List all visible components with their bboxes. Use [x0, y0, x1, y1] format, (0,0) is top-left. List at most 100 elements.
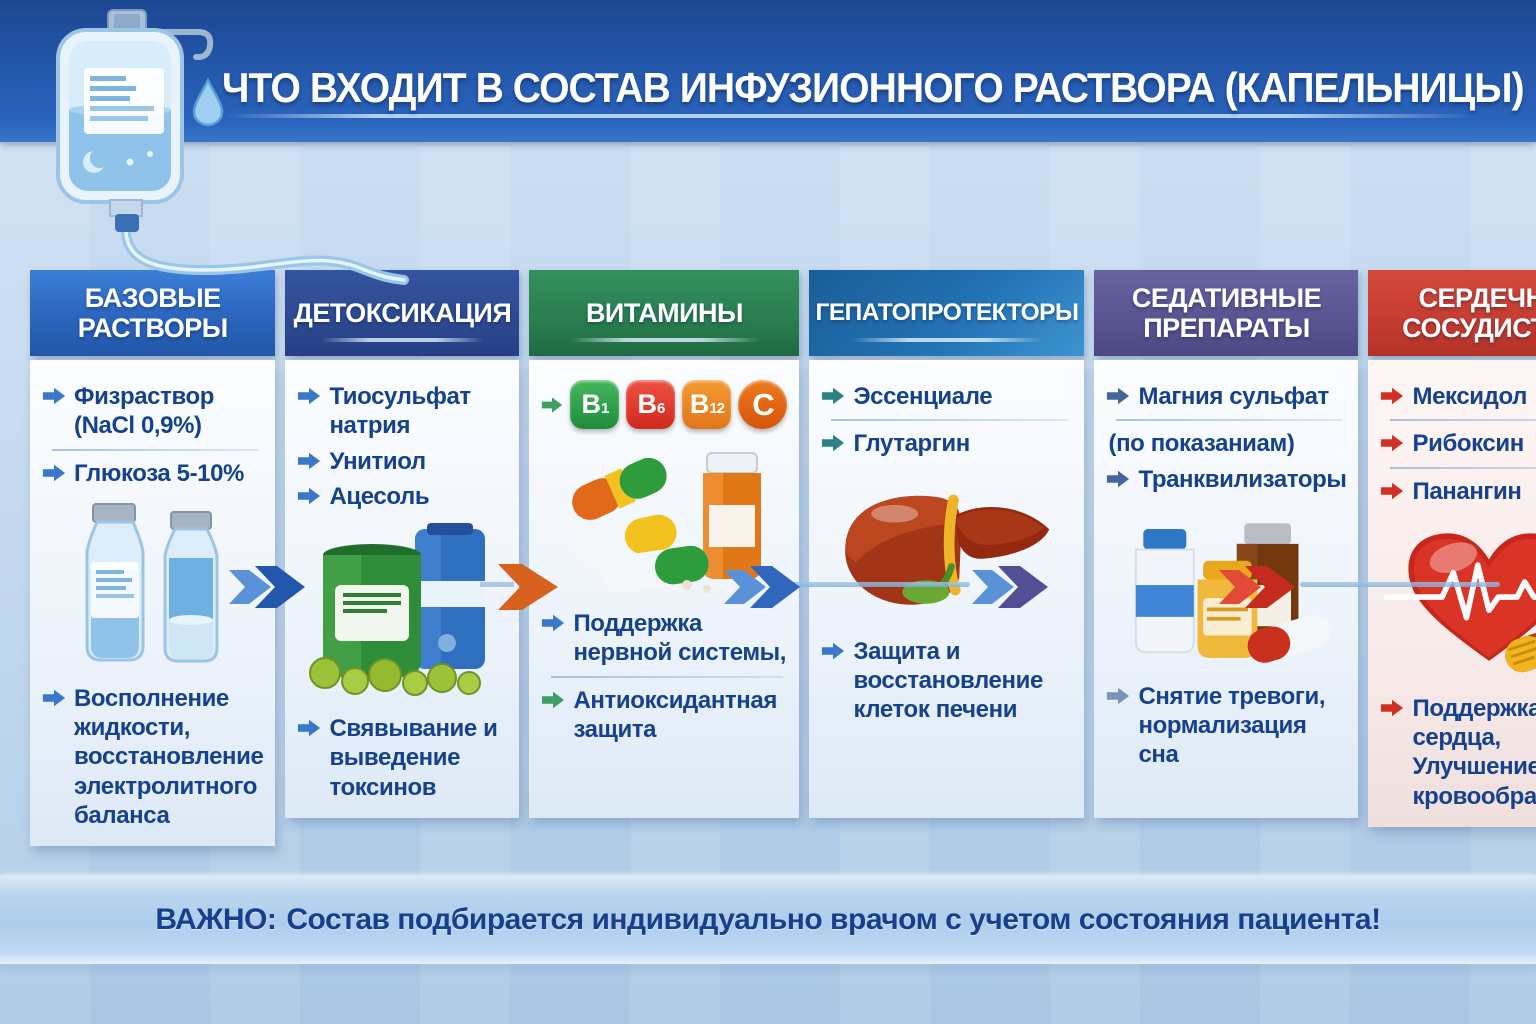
arrow-bullet-icon — [542, 614, 565, 632]
column-body: Тиосульфат натрия Унитиол Ацесоль — [285, 360, 520, 818]
arrow-bullet-icon — [1381, 434, 1404, 452]
item-label: (по показаниам) — [1108, 430, 1295, 458]
item-label: Панангин — [1412, 477, 1522, 505]
vitamin-b12-badge: B 12 — [682, 380, 732, 429]
benefit-label: Свявывание и выведение токсинов — [329, 715, 498, 801]
divider — [831, 419, 1069, 422]
item-label: Унитиол — [329, 447, 426, 475]
column-basic-solutions: БАЗОВЫЕ РАСТВОРЫ Физраствор (NaCl 0,9%) … — [30, 270, 276, 847]
arrow-bullet-icon — [42, 387, 66, 405]
arrow-bullet-icon — [42, 464, 66, 481]
arrow-bullet-icon — [298, 487, 321, 505]
benefit-label: Снятие тревоги, нормализация сна — [1138, 682, 1326, 769]
flow-arrow-1-icon — [229, 566, 305, 608]
benefit-item: Свявывание и выведение токсинов — [297, 714, 507, 802]
column-header-hepato: ГЕПАТОПРОТЕКТОРЫ — [809, 270, 1085, 356]
divider — [1390, 466, 1536, 469]
footer-banner: ВАЖНО: Состав подбирается индивидуально в… — [0, 876, 1536, 964]
benefit-item: Поддержка нервной системы, — [541, 609, 787, 668]
arrow-bullet-icon — [542, 691, 565, 708]
list-item: Глюкоза 5-10% — [42, 459, 263, 488]
list-item: Эссенциале — [821, 382, 1072, 411]
column-body: Мексидол Рибоксин Панангин — [1368, 360, 1536, 827]
benefit-item: Поддержка сердца, Улучшение кровообращен… — [1380, 694, 1536, 811]
benefit-label: Поддержка сердца, Улучшение кровообращен… — [1412, 694, 1536, 810]
list-item: Транквилизаторы — [1106, 465, 1347, 494]
header-swoosh — [320, 338, 485, 342]
item-label: Мексидол — [1412, 383, 1527, 410]
column-header-basic: БАЗОВЫЕ РАСТВОРЫ — [30, 270, 276, 356]
header-band — [0, 0, 1536, 142]
column-header-label: СЕДАТИВНЫЕ ПРЕПАРАТЫ — [1131, 282, 1322, 343]
iv-drip-bag-icon — [56, 9, 409, 285]
arrow-bullet-icon — [1107, 470, 1130, 487]
list-item: (по показаниам) — [1106, 429, 1346, 458]
column-header-cardio: СЕРДЕЧНО-СОСУДИСТЫЕ — [1368, 270, 1536, 356]
list-item: Ацесоль — [297, 482, 507, 511]
arrow-bullet-icon — [1381, 482, 1404, 499]
column-header-label: ВИТАМИНЫ — [585, 297, 744, 328]
arrow-bullet-icon — [542, 396, 563, 413]
footer-message: Состав подбирается индивидуально врачом … — [286, 903, 1381, 936]
benefit-item: Антиоксидантная защита — [541, 686, 787, 745]
liver-illustration — [845, 494, 1050, 605]
list-item: Магния сульфат — [1106, 382, 1346, 411]
divider — [551, 675, 784, 678]
column-detox: ДЕТОКСИКАЦИЯ Тиосульфат натрия Унитиол — [285, 270, 520, 818]
benefit-item: Защита и восстановление клеток печени — [821, 637, 1072, 725]
flow-arrow-4-icon — [972, 566, 1048, 608]
arrow-bullet-icon — [822, 387, 845, 405]
list-item: Рибоксин — [1380, 429, 1536, 458]
benefit-label: Поддержка нервной системы, — [573, 610, 787, 667]
header-swoosh — [569, 338, 759, 342]
capsules-bottle-illustration — [572, 452, 762, 593]
list-item: Физраствор (NaCl 0,9%) — [42, 382, 263, 441]
glass-vials-illustration — [85, 502, 219, 663]
item-label: Магния сульфат — [1138, 383, 1329, 410]
item-label: Эссенциале — [853, 383, 993, 410]
arrow-bullet-icon — [298, 387, 321, 405]
divider — [1116, 419, 1343, 422]
arrow-bullet-icon — [42, 689, 66, 707]
arrow-bullet-icon — [1381, 387, 1404, 405]
arrow-bullet-icon — [822, 642, 845, 659]
column-header-label: СЕРДЕЧНО-СОСУДИСТЫЕ — [1402, 282, 1536, 343]
item-label: Глутаргин — [853, 430, 970, 458]
benefit-label: Восполнение жидкости, восстановление эле… — [74, 684, 264, 829]
list-item: Панангин — [1380, 477, 1536, 506]
footer-prefix: ВАЖНО: — [155, 903, 277, 936]
footer-text: ВАЖНО: Состав подбирается индивидуально в… — [155, 903, 1381, 937]
column-body: Магния сульфат (по показаниам) Транквили… — [1094, 360, 1359, 818]
arrow-bullet-icon — [1107, 387, 1130, 405]
item-label: Глюкоза 5-10% — [74, 459, 244, 487]
arrow-bullet-icon — [1381, 699, 1404, 717]
columns-row: БАЗОВЫЕ РАСТВОРЫ Физраствор (NaCl 0,9%) … — [30, 270, 1536, 847]
column-hepatoprotectors: ГЕПАТОПРОТЕКТОРЫ Эссенциале Глутаргин — [809, 270, 1085, 818]
column-header-label: ДЕТОКСИКАЦИЯ — [293, 297, 512, 328]
header-underline — [225, 114, 1475, 118]
divider — [52, 448, 260, 451]
benefit-label: Защита и восстановление клеток печени — [853, 637, 1043, 724]
item-label: Тиосульфат натрия — [329, 383, 471, 440]
connector-line — [1300, 582, 1500, 587]
detox-bottles-illustration — [309, 523, 486, 697]
header-swoosh — [850, 338, 1044, 342]
benefit-label: Антиоксидантная защита — [573, 686, 777, 743]
column-header-vitamins: ВИТАМИНЫ — [529, 270, 800, 356]
column-sedatives: СЕДАТИВНЫЕ ПРЕПАРАТЫ Магния сульфат (по … — [1094, 270, 1359, 818]
flow-arrow-2-icon — [480, 564, 558, 610]
item-label: Физраствор (NaCl 0,9%) — [74, 383, 215, 440]
list-item: Мексидол — [1380, 382, 1536, 411]
arrow-bullet-icon — [822, 434, 845, 452]
item-label: Транквилизаторы — [1138, 465, 1347, 493]
list-item: Тиосульфат натрия — [297, 382, 507, 441]
column-cardio: СЕРДЕЧНО-СОСУДИСТЫЕ Мексидол Рибоксин — [1368, 270, 1536, 827]
vitamin-c-badge: C — [738, 380, 788, 429]
list-item: Глутаргин — [821, 429, 1072, 458]
arrow-bullet-icon — [298, 719, 321, 737]
divider — [1390, 419, 1536, 422]
